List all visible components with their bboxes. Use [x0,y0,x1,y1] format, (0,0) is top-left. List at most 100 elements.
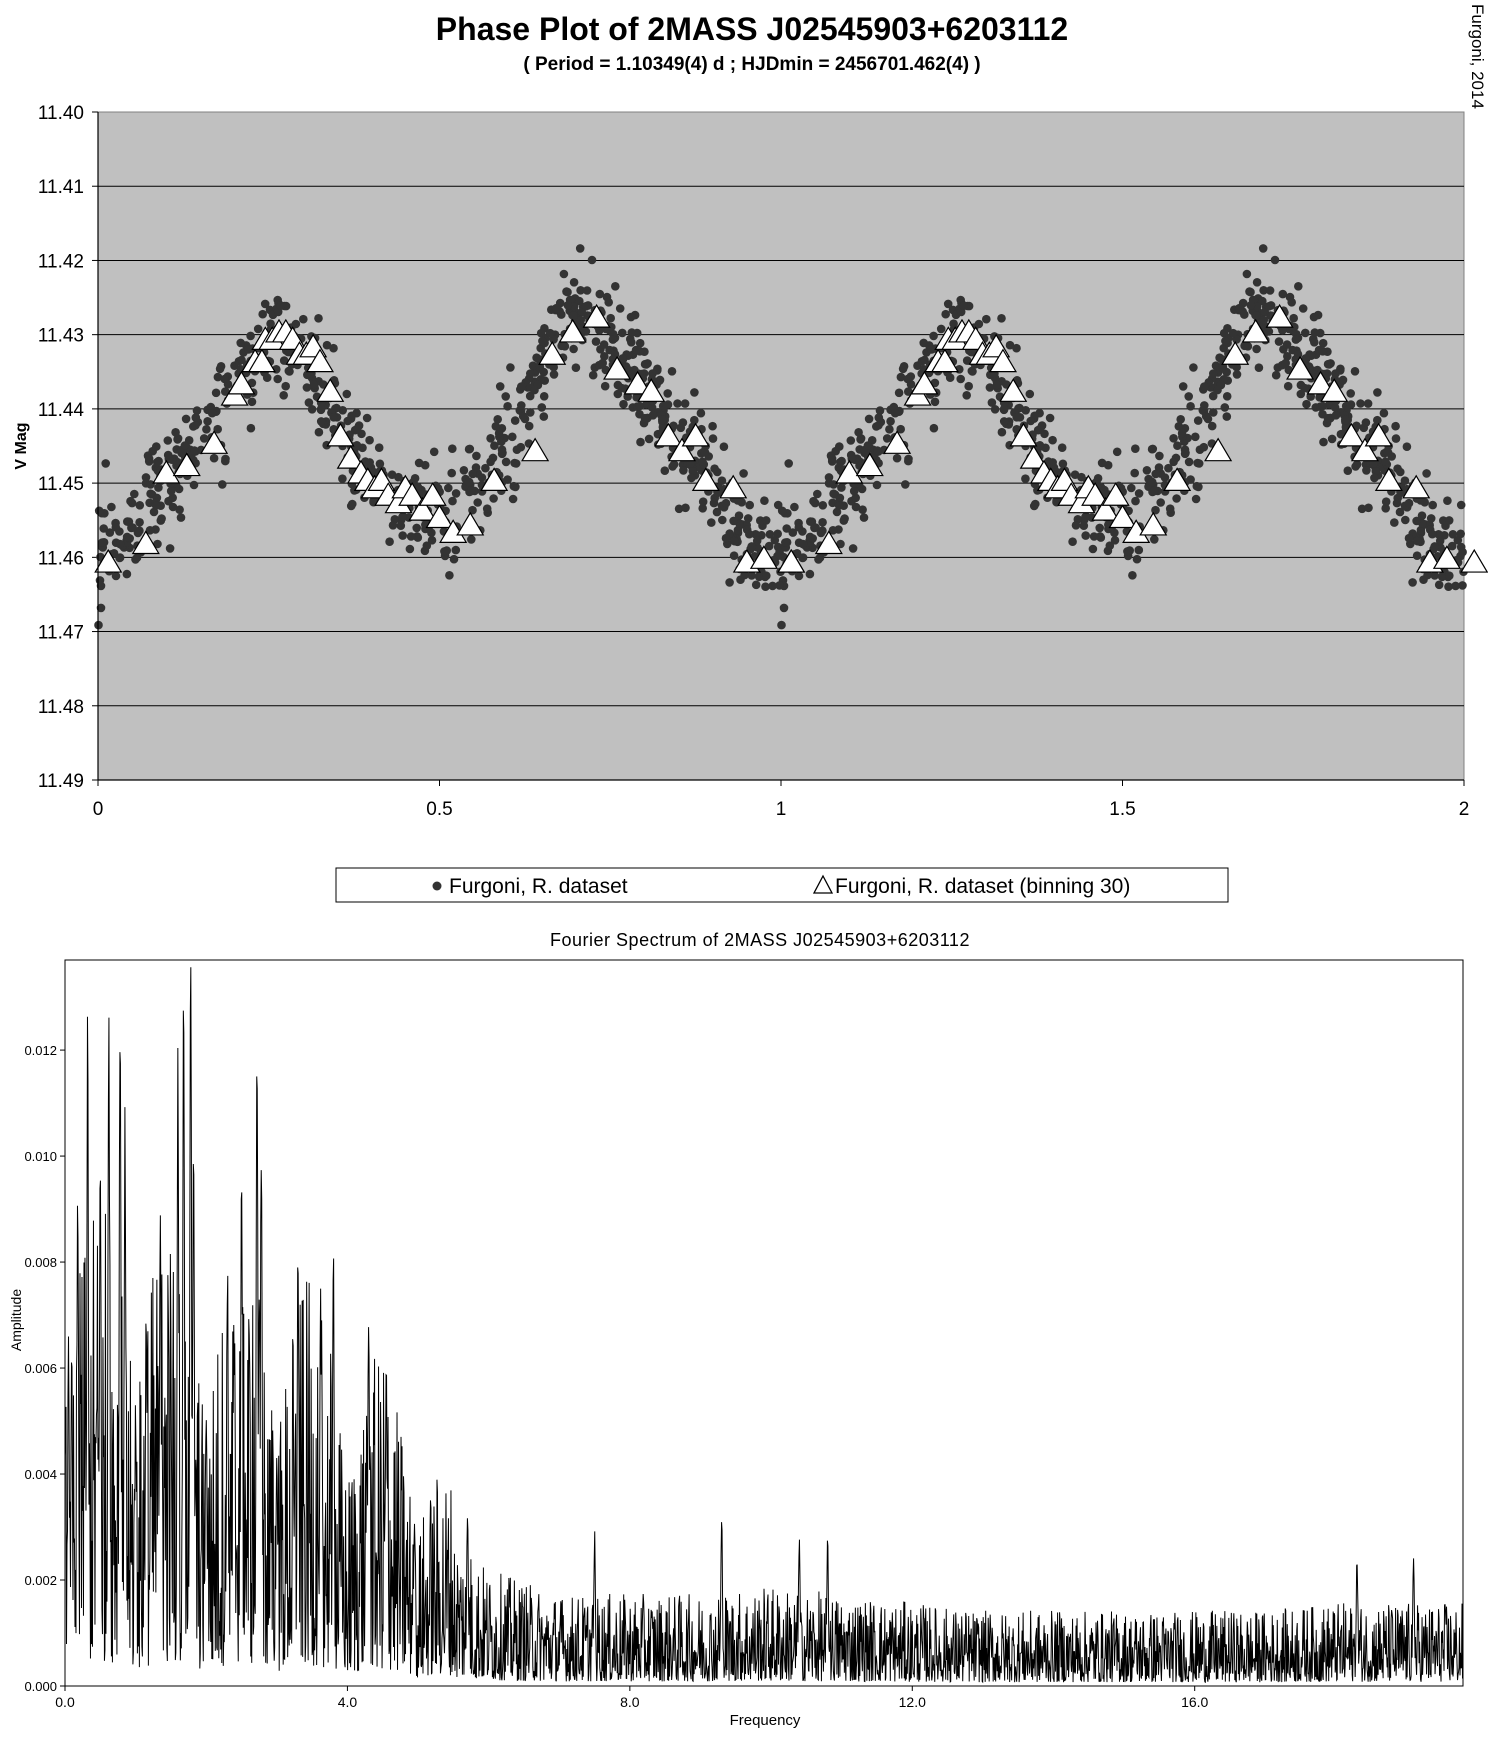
fourier-y-tick-label: 0.008 [24,1255,57,1270]
phase-data-point [1434,580,1444,590]
phase-data-point [1423,570,1432,580]
phase-data-point [1381,504,1390,513]
phase-data-point [745,529,754,539]
phase-data-point [1125,546,1134,555]
phase-data-point [836,457,845,467]
phase-data-point [1151,469,1160,479]
phase-data-point [157,514,166,523]
phase-binned-point [654,422,683,447]
phase-data-point [525,391,535,401]
fourier-y-tick-label: 0.004 [24,1467,57,1482]
phase-data-point [101,459,110,468]
phase-data-point [707,518,716,527]
phase-data-point [1081,531,1090,540]
phase-data-point [725,578,734,587]
phase-data-point [794,571,804,581]
phase-data-point [811,523,820,532]
phase-data-point [96,603,106,613]
phase-binned-point [305,348,335,373]
phase-data-point [1097,458,1107,468]
phase-data-point [615,304,625,313]
phase-data-point [1327,434,1337,444]
phase-data-point [526,408,535,417]
phase-data-point [429,447,439,457]
phase-data-point [818,501,828,510]
phase-data-point [575,244,585,253]
phase-data-point [929,331,938,341]
phase-binned-point [691,467,720,491]
phase-data-point [829,489,838,499]
phase-data-point [604,298,613,307]
phase-y-tick-label: 11.45 [38,474,84,495]
phase-data-point [872,480,882,490]
phase-data-point [154,483,163,492]
phase-data-point [262,373,272,383]
phase-data-point [1287,298,1296,307]
phase-plot-axes [97,112,1464,781]
phase-binned-point [883,430,912,454]
phase-data-point [524,421,534,431]
phase-data-point [1021,406,1030,415]
phase-data-point [1435,536,1445,546]
phase-data-point [929,423,939,433]
phase-data-point [563,287,572,297]
phase-data-point [144,454,154,463]
phase-data-point [1012,343,1021,353]
phase-data-point [285,367,294,376]
fourier-x-tick-labels: 0.0 4.0 8.0 12.0 16.0 [55,1686,1209,1710]
phase-data-point [1331,411,1341,420]
phase-data-point [569,311,578,320]
phase-data-point [472,451,481,461]
phase-data-point [1448,530,1458,539]
phase-data-point [494,428,504,438]
phase-data-point [342,389,352,399]
phase-data-point [171,428,180,437]
phase-data-point [1045,413,1055,423]
phase-binned-point [1019,444,1048,469]
fourier-y-axis-label: Amplitude [8,1289,24,1351]
phase-data-point [141,473,151,482]
phase-y-tick-label: 11.41 [38,177,84,198]
phase-data-point [1173,441,1182,451]
phase-plot-subtitle: ( Period = 1.10349(4) d ; HJDmin = 24567… [523,54,980,75]
phase-data-point [501,457,511,467]
phase-binned-point [1432,545,1461,569]
phase-data-point [191,413,201,422]
phase-data-point [1258,244,1268,253]
phase-data-point [1444,582,1453,591]
phase-data-point [641,360,651,369]
phase-data-point [781,538,790,547]
phase-data-point [467,535,476,544]
phase-data-point [481,463,490,473]
phase-data-point [1381,457,1390,467]
phase-data-point [1430,571,1439,580]
phase-data-point [126,496,135,506]
phase-data-point [1177,428,1187,438]
phase-data-point [1294,282,1303,291]
phase-binned-point [603,355,632,380]
phase-data-point [1215,353,1224,363]
phase-data-point [1274,337,1284,346]
phase-data-point [493,415,503,424]
phase-data-point [945,373,955,383]
phase-data-point [1200,382,1209,391]
fourier-x-tick-label: 0.0 [55,1694,75,1710]
phase-data-point [375,459,385,469]
phase-data-point [770,535,780,545]
phase-data-point [448,444,457,454]
phase-data-point [688,466,698,476]
phase-data-point [1346,400,1356,409]
phase-data-point [828,526,838,535]
phase-data-point [1200,401,1209,410]
phase-data-point [949,319,958,329]
phase-data-point [203,417,212,426]
phase-data-point [885,425,894,434]
phase-data-point [1035,424,1045,434]
phase-data-point [814,555,823,564]
phase-data-point [1412,516,1421,526]
phase-data-point [721,498,731,508]
legend-series-1-label: Furgoni, R. dataset [449,875,628,898]
phase-data-point [1068,537,1077,546]
phase-data-point [459,466,469,475]
phase-data-point [221,387,230,396]
